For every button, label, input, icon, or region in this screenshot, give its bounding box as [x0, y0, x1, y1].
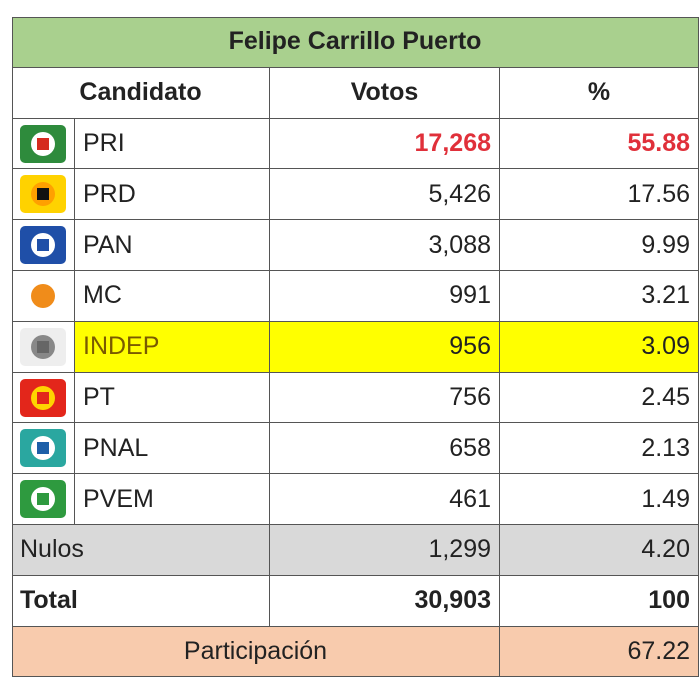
header-cell: Candidato [12, 67, 270, 119]
logo-icon [20, 124, 66, 163]
party-logo [12, 271, 75, 322]
percent: 3.09 [500, 321, 699, 373]
percent: 1.49 [500, 474, 699, 525]
logo-icon [20, 226, 66, 265]
percent: 9.99 [500, 220, 699, 271]
votes: 5,426 [270, 169, 500, 221]
votes: 461 [270, 474, 500, 525]
party-name: PRI [75, 118, 270, 170]
percent: 17.56 [500, 169, 699, 221]
nulos-votes: 1,299 [270, 525, 500, 576]
party-logo [12, 423, 75, 475]
total-label: Total [12, 575, 270, 627]
party-name: PT [75, 372, 270, 424]
total-percent: 100 [500, 575, 699, 627]
party-logo [12, 372, 75, 424]
participation-percent: 67.22 [500, 626, 699, 677]
header-cell: Votos [270, 67, 500, 119]
votes: 3,088 [270, 220, 500, 271]
party-logo [12, 220, 75, 271]
percent: 3.21 [500, 271, 699, 322]
votes: 756 [270, 372, 500, 424]
logo-icon [20, 175, 66, 214]
title: Felipe Carrillo Puerto [12, 17, 699, 68]
nulos-label: Nulos [12, 525, 270, 576]
party-name: PRD [75, 169, 270, 221]
party-name: INDEP [75, 321, 270, 373]
participation-label: Participación [12, 626, 500, 677]
votes: 991 [270, 271, 500, 322]
percent: 2.13 [500, 423, 699, 475]
party-name: MC [75, 271, 270, 322]
logo-icon [20, 378, 66, 417]
percent: 2.45 [500, 372, 699, 424]
header-cell: % [500, 67, 699, 119]
party-name: PNAL [75, 423, 270, 475]
party-logo [12, 474, 75, 525]
total-votes: 30,903 [270, 575, 500, 627]
nulos-percent: 4.20 [500, 525, 699, 576]
party-logo [12, 118, 75, 170]
logo-icon [20, 480, 66, 519]
party-name: PVEM [75, 474, 270, 525]
party-logo [12, 169, 75, 221]
logo-icon [20, 327, 66, 366]
logo-icon [20, 429, 66, 468]
party-logo [12, 321, 75, 373]
votes: 17,268 [270, 118, 500, 170]
percent: 55.88 [500, 118, 699, 170]
party-name: PAN [75, 220, 270, 271]
votes: 956 [270, 321, 500, 373]
logo-icon [20, 277, 66, 315]
votes: 658 [270, 423, 500, 475]
